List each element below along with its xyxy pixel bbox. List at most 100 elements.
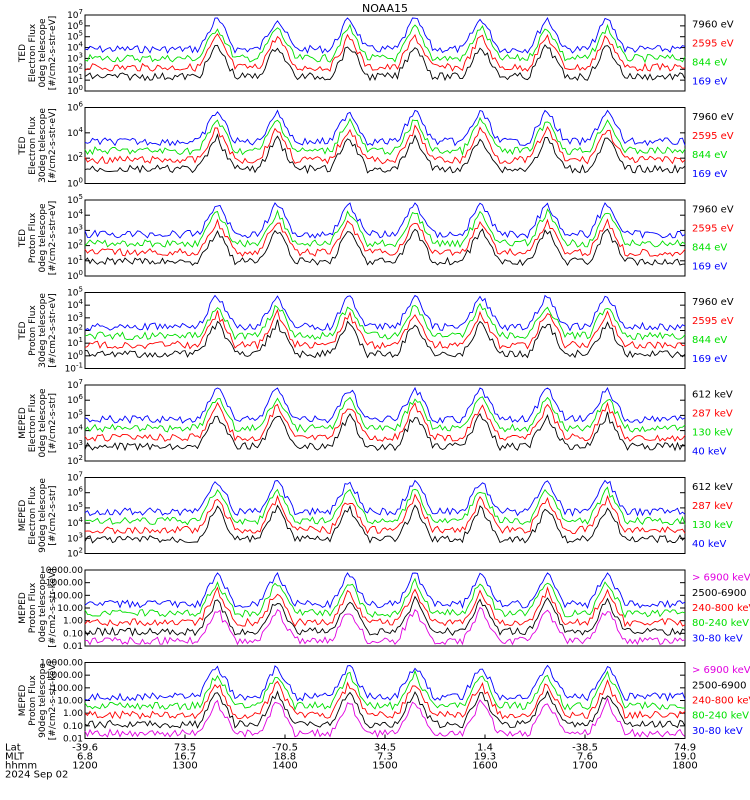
y-axis-label: 0deg telescope (38, 388, 48, 458)
y-axis-label: Electron Flux (28, 23, 38, 82)
series-trace (84, 577, 686, 619)
x-tick-label: 7.3 (377, 752, 393, 763)
legend-entry: 844 eV (692, 58, 727, 69)
legend-entry: 169 eV (692, 354, 727, 365)
y-tick-label: 10.00 (57, 697, 83, 707)
trace-group (84, 202, 686, 267)
panel-frame (84, 384, 686, 462)
y-tick-label: 102 (67, 324, 83, 337)
panel-frame (84, 14, 686, 92)
panel-3: 105 104 103 102 101 100 TED Proton Flux 0deg tel… (18, 193, 734, 282)
series-trace (84, 33, 686, 72)
x-tick-label: 34.5 (374, 743, 396, 754)
y-tick-label: 105 (67, 408, 83, 421)
y-tick-label: 100 (67, 349, 83, 362)
series-trace (84, 386, 686, 424)
y-tick-label: 104 (67, 208, 83, 221)
series-trace (84, 486, 686, 526)
legend-entry: 169 eV (692, 77, 727, 88)
y-axis-label: 90deg telescope (38, 663, 48, 738)
y-tick-label: 101 (67, 254, 83, 267)
trace-group (84, 572, 686, 646)
y-axis-label: TED (18, 229, 28, 248)
legend-entry: > 6900 keV (692, 573, 750, 584)
x-tick-label: 7.6 (577, 752, 593, 763)
x-tick-label: 1500 (372, 761, 397, 772)
series-trace (84, 493, 686, 535)
series-trace (84, 294, 686, 332)
x-tick-label: 19.3 (474, 752, 496, 763)
legend-entry: 169 eV (692, 262, 727, 273)
legend-entry: 169 eV (692, 169, 727, 180)
x-row-label: hhmm (5, 761, 37, 772)
series-trace (84, 228, 686, 267)
y-axis-label: TED (18, 136, 28, 155)
y-axis-label: 0deg telescope (38, 18, 48, 88)
y-tick-label: 106 (67, 486, 83, 499)
x-tick-label: 1400 (272, 761, 297, 772)
y-tick-label: 102 (67, 151, 83, 164)
y-tick-label: 0.01 (63, 735, 83, 745)
panel-frame (84, 199, 686, 277)
series-trace (84, 401, 686, 442)
series-trace (84, 202, 686, 239)
y-axis-label: [#/cm2-s-str] (48, 393, 58, 453)
trace-group (84, 386, 686, 452)
series-trace (84, 664, 686, 702)
legend-entry: 2595 eV (692, 224, 734, 235)
x-tick-label: 73.5 (174, 743, 196, 754)
panel-8: 10000.00 1000.00 100.00 10.00 1.00 0.10 0.01 ME… (18, 659, 750, 745)
series-trace (84, 669, 686, 711)
series-trace (84, 109, 686, 147)
y-tick-label: 103 (67, 311, 83, 324)
legend-entry: 7960 eV (692, 20, 734, 31)
x-tick-label: 19.0 (674, 752, 696, 763)
y-tick-label: 104 (67, 126, 83, 139)
x-tick-label: 1800 (672, 761, 697, 772)
legend-entry: 2595 eV (692, 131, 734, 142)
series-trace (84, 23, 686, 64)
trace-group (84, 479, 686, 544)
x-tick-label: -38.5 (572, 743, 598, 754)
y-tick-label: 101 (67, 336, 83, 349)
legend-entry: 40 keV (692, 539, 726, 550)
legend-entry: 287 keV (692, 409, 733, 420)
y-tick-label: 104 (67, 424, 83, 437)
date-label: 2024 Sep 02 (5, 770, 68, 781)
trace-group (84, 294, 686, 359)
y-tick-label: 100 (67, 177, 83, 190)
y-axis-label: 30deg telescope (38, 293, 48, 368)
legend-entry: 612 keV (692, 482, 733, 493)
y-axis-label: [#/cm2-s-str] (48, 485, 58, 545)
series-trace (84, 44, 686, 82)
y-axis-label: 0deg telescope (38, 203, 48, 273)
legend-entry: 2500-6900 (692, 588, 747, 599)
trace-group (84, 664, 686, 739)
y-axis-label: MEPED (18, 685, 28, 717)
series-trace (84, 308, 686, 350)
y-tick-label: 100.00 (52, 591, 84, 601)
trace-group (84, 16, 686, 82)
y-axis-label: 30deg telescope (38, 108, 48, 183)
x-axis-info: LatMLThhmm-39.66.8120073.516.71300-70.51… (5, 734, 698, 781)
x-tick-label: 16.7 (174, 752, 196, 763)
legend-entry: 287 keV (692, 501, 733, 512)
y-tick-label: 1000.00 (46, 671, 83, 681)
y-tick-label: 105 (67, 286, 83, 299)
y-axis-label: TED (18, 321, 28, 340)
y-tick-label: 104 (67, 516, 83, 529)
series-trace (84, 572, 686, 609)
legend-entry: 240-800 keV (692, 603, 750, 614)
y-tick-label: 10000.00 (40, 566, 83, 576)
panel-frame (84, 477, 686, 554)
legend-entry: 30-80 keV (692, 726, 743, 737)
y-axis-label: [#/cm2-s-str-eV] (48, 16, 58, 91)
y-tick-label: 107 (67, 378, 83, 391)
y-tick-label: 103 (67, 531, 83, 544)
trace-group (84, 109, 686, 175)
y-axis-label: MEPED (18, 407, 28, 439)
legend-entry: 2595 eV (692, 39, 734, 50)
